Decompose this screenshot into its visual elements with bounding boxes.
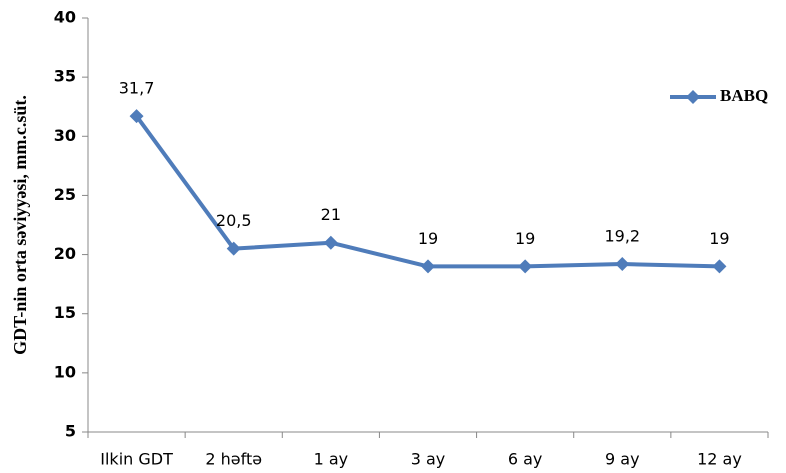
y-tick-label: 25 [54, 185, 76, 204]
y-tick-label: 10 [54, 362, 76, 381]
data-label: 20,5 [216, 211, 252, 230]
marker [421, 259, 435, 274]
data-label: 19 [709, 229, 729, 248]
marker [129, 109, 144, 124]
y-tick-label: 5 [65, 422, 76, 441]
x-tick-label: 3 ay [411, 450, 446, 469]
data-label: 19 [515, 229, 535, 248]
data-label: 21 [321, 205, 341, 224]
legend-marker [686, 90, 700, 104]
data-label: 31,7 [119, 79, 155, 98]
x-tick-label: 6 ay [508, 450, 543, 469]
marker [323, 235, 338, 250]
x-tick-label: 12 ay [697, 450, 742, 469]
marker [226, 241, 241, 256]
y-tick-label: 15 [54, 303, 76, 322]
x-tick-label: 9 ay [605, 450, 640, 469]
y-tick-label: 30 [54, 126, 76, 145]
y-tick-label: 40 [54, 8, 76, 27]
marker [712, 259, 727, 274]
x-tick-label: 2 həftə [205, 450, 262, 469]
legend-label: BABQ [720, 86, 768, 105]
y-axis-label: GDT-nin orta səviyyəsi, mm.c.süt. [10, 95, 30, 355]
data-label: 19 [418, 229, 438, 248]
y-tick-label: 20 [54, 244, 76, 263]
data-label: 19,2 [604, 227, 640, 246]
marker [615, 257, 630, 272]
x-tick-label: Ilkin GDT [100, 450, 173, 469]
x-tick-label: 1 ay [314, 450, 349, 469]
y-tick-label: 35 [54, 67, 76, 86]
marker [518, 259, 533, 274]
